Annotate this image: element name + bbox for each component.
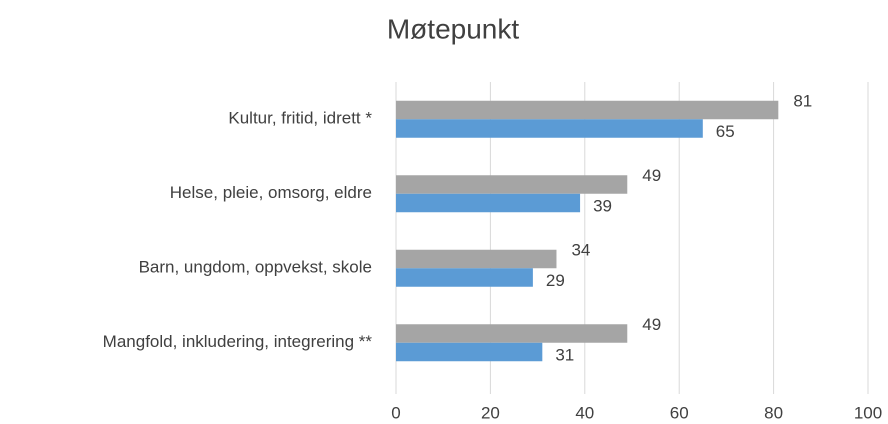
x-tick-label: 0 [391,403,400,422]
bar [396,268,533,287]
data-label: 39 [593,196,612,215]
data-label: 31 [555,345,574,364]
bar [396,324,628,343]
bar [396,193,581,213]
chart-title: Møtepunkt [387,13,519,44]
data-label: 49 [642,166,661,185]
x-tick-label: 40 [575,403,594,422]
bar [396,249,557,269]
y-tick-label: Helse, pleie, omsorg, eldre [170,183,372,202]
bar [396,100,779,120]
x-tick-label: 80 [764,403,783,422]
data-label: 65 [716,122,735,141]
x-tick-label: 100 [854,403,882,422]
y-tick-label: Barn, ungdom, oppvekst, skole [139,258,372,277]
y-tick-label: Mangfold, inkludering, integrering ** [103,332,373,351]
data-label: 49 [642,315,661,334]
x-tick-label: 60 [670,403,689,422]
bar [396,175,628,194]
y-tick-label: Kultur, fritid, idrett * [228,109,372,128]
data-label: 81 [793,91,812,110]
data-label: 34 [571,240,590,259]
bar [396,342,543,362]
data-label: 29 [546,271,565,290]
bar [396,119,703,138]
x-tick-label: 20 [481,403,500,422]
